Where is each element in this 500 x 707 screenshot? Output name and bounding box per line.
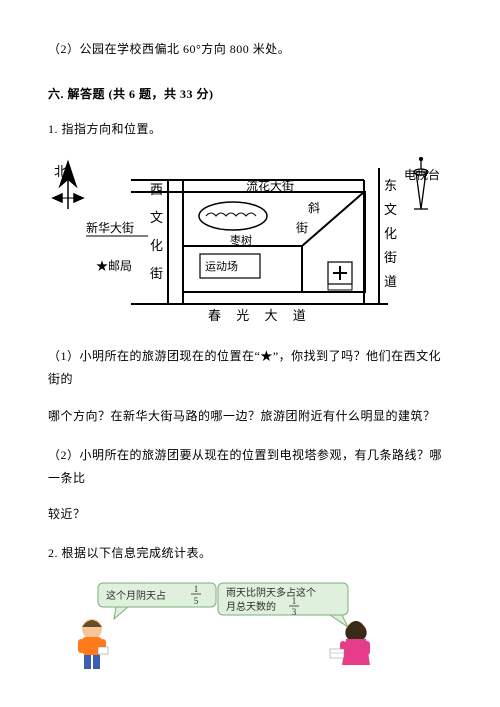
xi-wen-4: 街 <box>150 266 163 281</box>
xi-wen-1: 西 <box>150 182 163 197</box>
bubble-right-line2: 月总天数的 <box>226 600 276 613</box>
dialog-illustration: 这个月阴天占 1 5 雨天比阴天多占这个 月总天数的 1 3 <box>48 579 452 674</box>
xie-2: 街 <box>296 221 308 235</box>
bubble-left-num: 1 <box>194 584 199 594</box>
map-diagram: 北 新华大街 ★邮局 西 文 化 街 东 文 化 街 道 流花大街 斜 街 枣树… <box>48 154 452 329</box>
zaoshu-label: 枣树 <box>230 233 252 247</box>
dong-4: 街 <box>384 250 397 265</box>
tv-label: 电视台 <box>404 167 440 182</box>
xi-wen-3: 化 <box>150 238 163 253</box>
chunguang-label: 春 光 大 道 <box>208 308 312 323</box>
dong-2: 文 <box>384 202 397 217</box>
bubble-right-line1: 雨天比阴天多占这个 <box>226 586 316 599</box>
q1-sub2-line2: 较近？ <box>48 503 452 526</box>
dong-5: 道 <box>384 274 397 289</box>
xie-1: 斜 <box>308 201 320 215</box>
xinhua-label: 新华大街 <box>86 220 134 235</box>
girl-avatar <box>330 621 370 665</box>
section-heading: 六. 解答题 (共 6 题，共 33 分) <box>48 83 452 106</box>
bubble-right-den: 3 <box>292 607 297 617</box>
dong-3: 化 <box>384 226 397 241</box>
q1-prompt: 1. 指指方向和位置。 <box>48 118 452 141</box>
boy-avatar <box>78 619 108 669</box>
q2-prompt: 2. 根据以下信息完成统计表。 <box>48 542 452 565</box>
q1-sub1-line2: 哪个方向？在新华大街马路的哪一边？旅游团附近有什么明显的建筑？ <box>48 405 452 428</box>
stadium-label: 运动场 <box>205 259 238 273</box>
liuhua-label: 流花大街 <box>246 178 294 193</box>
post-label: ★邮局 <box>96 259 132 273</box>
bubble-left-den: 5 <box>194 596 199 606</box>
prev-subquestion: （2）公园在学校西偏北 60°方向 800 米处。 <box>48 38 452 61</box>
xi-wen-2: 文 <box>150 210 163 225</box>
north-label: 北 <box>54 164 67 179</box>
q1-sub2-line1: （2）小明所在的旅游团要从现在的位置到电视塔参观，有几条路线？哪一条比 <box>48 444 452 490</box>
bubble-left-text: 这个月阴天占 <box>106 589 166 602</box>
bubble-right-num: 1 <box>292 596 297 606</box>
q1-sub1-line1: （1）小明所在的旅游团现在的位置在“★”，你找到了吗？他们在西文化街的 <box>48 345 452 391</box>
dong-1: 东 <box>384 178 397 193</box>
